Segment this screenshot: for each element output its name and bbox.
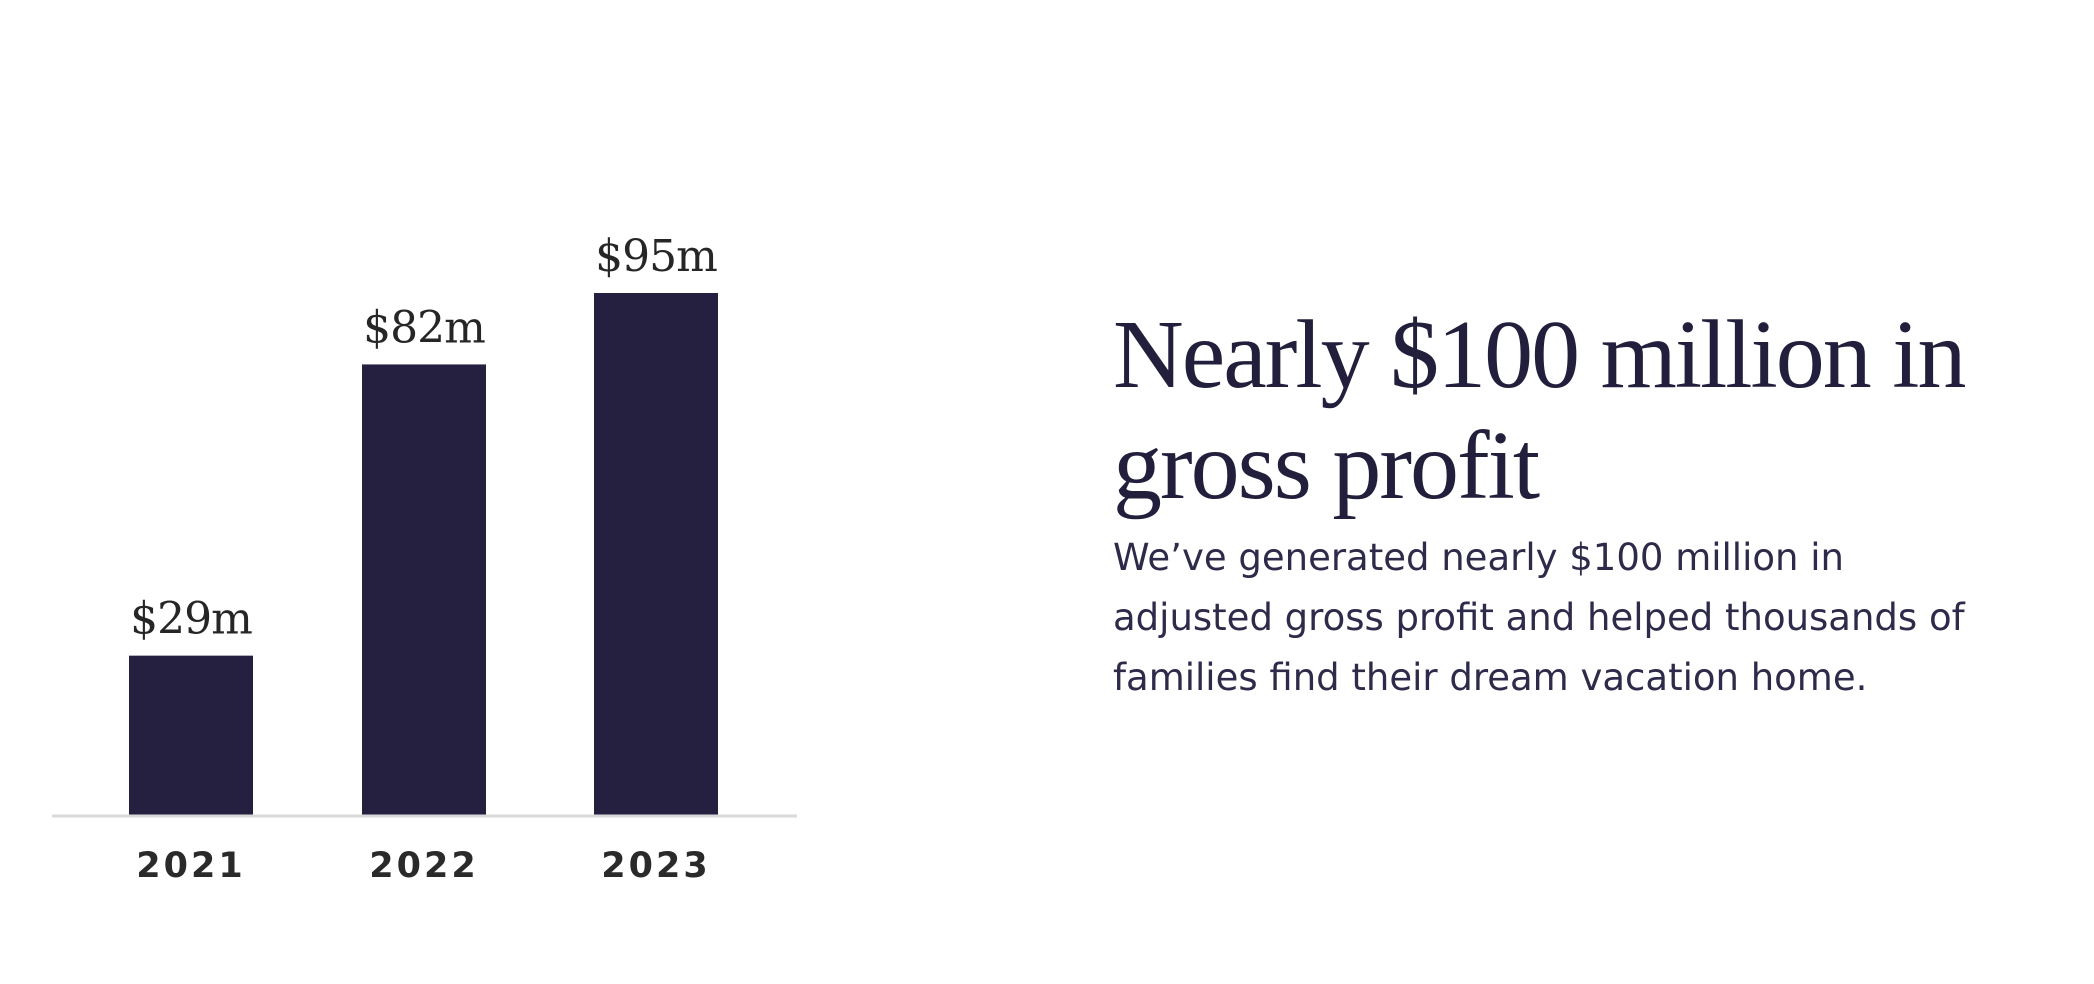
- tick-label-2022: 2022: [369, 846, 478, 886]
- body-text: We’ve generated nearly $100 million in a…: [1113, 536, 1965, 699]
- tick-label-2023: 2023: [601, 846, 710, 886]
- bar-labels: $29m $82m $95m: [130, 231, 718, 645]
- bars: [129, 293, 718, 815]
- value-label-2021: $29m: [130, 594, 252, 645]
- bar-2023: [594, 293, 718, 815]
- bar-2022: [362, 364, 486, 815]
- bar-2021: [129, 655, 253, 815]
- tick-label-2021: 2021: [136, 846, 245, 886]
- x-axis-ticks: 2021 2022 2023: [136, 846, 710, 886]
- text-block: Nearly $100 million in gross profit We’v…: [1113, 300, 2053, 708]
- bar-chart: $29m $82m $95m 2021 2022 2023: [52, 231, 797, 886]
- value-label-2022: $82m: [363, 302, 485, 353]
- value-label-2023: $95m: [595, 231, 717, 282]
- headline: Nearly $100 million in gross profit: [1113, 301, 1967, 520]
